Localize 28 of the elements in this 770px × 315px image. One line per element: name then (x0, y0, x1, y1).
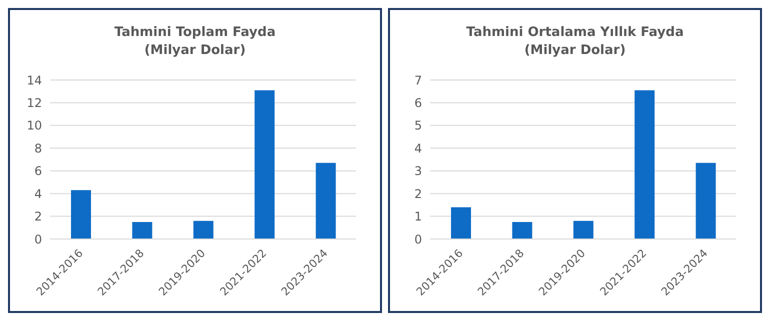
y-tick-label: 1 (414, 210, 422, 224)
chart-title: Tahmini Toplam Fayda (Milyar Dolar) (113, 24, 277, 60)
y-tick-label: 7 (414, 73, 422, 88)
y-tick-label: 0 (34, 232, 42, 246)
y-tick-label: 6 (414, 96, 422, 110)
bar (71, 190, 91, 239)
y-tick-label: 10 (26, 118, 42, 133)
bar (573, 220, 594, 239)
y-tick-label: 2 (34, 210, 42, 224)
y-tick-label: 8 (34, 141, 42, 156)
chart-title: Tahmini Ortalama Yıllık Fayda (Milyar Dolar) (465, 24, 685, 60)
y-tick-label: 6 (34, 164, 42, 178)
y-tick-label: 4 (34, 186, 42, 201)
y-tick-label: 12 (26, 96, 42, 110)
y-tick-label: 0 (414, 232, 422, 246)
bar (451, 207, 471, 239)
y-tick-label: 4 (414, 141, 422, 156)
y-tick-label: 3 (414, 164, 422, 178)
y-tick-label: 2 (414, 186, 422, 201)
bar (132, 222, 152, 239)
bar (254, 90, 275, 239)
bar (634, 90, 655, 239)
bar (512, 222, 532, 239)
bar (696, 162, 716, 239)
bar (193, 220, 214, 239)
y-tick-label: 5 (414, 118, 422, 133)
bar (316, 162, 336, 239)
y-tick-label: 14 (26, 73, 42, 88)
